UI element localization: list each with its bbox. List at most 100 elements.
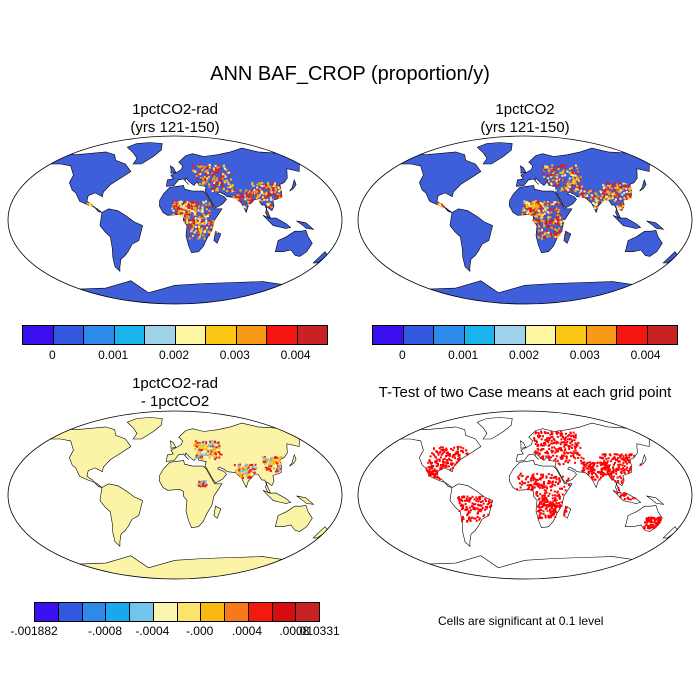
colorbar-swatch <box>201 603 225 621</box>
land-uk <box>520 440 527 449</box>
colorbar-swatch <box>225 603 249 621</box>
colorbar-swatch <box>236 326 267 344</box>
land-nz <box>662 526 679 539</box>
map-border <box>7 135 343 305</box>
colorbar-swatch <box>175 326 206 344</box>
colorbar-swatch <box>130 603 154 621</box>
colorbar-tick-label: -.001882 <box>10 624 58 638</box>
land-madagascar <box>213 230 222 244</box>
colorbar-tick-label: -.0004 <box>135 624 170 638</box>
colorbar-diff <box>34 602 320 622</box>
map-border <box>357 410 693 580</box>
colorbar-diff-ticks: -.001882 -.0008 -.0004 -.000 .0004 .0008.0103… <box>10 624 339 640</box>
land-indonesia <box>262 215 292 229</box>
colorbar-swatch <box>296 603 319 621</box>
grid-cells <box>86 164 283 240</box>
colorbar-swatch <box>267 326 298 344</box>
colorbar-tick-label: 0 <box>49 348 56 362</box>
panel-2-title-line2: (yrs 121-150) <box>480 119 570 136</box>
land-indonesia <box>262 490 292 504</box>
land-greenland <box>476 142 513 165</box>
colorbar-tick-label: 0.003 <box>219 348 250 362</box>
colorbar-swatch <box>464 326 495 344</box>
colorbar-swatch <box>114 326 145 344</box>
colorbar-top-left-ticks: 0 0.001 0.002 0.003 0.004 <box>22 348 326 364</box>
land-japan <box>639 179 647 192</box>
colorbar-tick-label: 0.001 <box>448 348 479 362</box>
colorbar-swatch <box>617 326 648 344</box>
map-border <box>7 410 343 580</box>
panel-4-title: T-Test of two Case means at each grid po… <box>350 384 700 402</box>
colorbar-swatch <box>206 326 237 344</box>
panel-3-title-line2: - 1pctCO2 <box>140 393 210 410</box>
colorbar-swatch <box>177 603 202 621</box>
colorbar-swatch <box>403 326 434 344</box>
colorbar-swatch <box>53 326 84 344</box>
grid-cells <box>193 440 283 488</box>
land-northAmerica <box>48 151 132 213</box>
colorbar-swatch <box>272 603 297 621</box>
colorbar-tick-label: 0 <box>399 348 406 362</box>
land-newguinea <box>296 220 315 230</box>
land-northAmerica <box>398 151 482 213</box>
colorbar-tick-label: 0.004 <box>280 348 311 362</box>
land-uk <box>170 440 177 449</box>
colorbar-tick-label: .010331 <box>296 624 340 638</box>
colorbar-tick-label: 0.004 <box>630 348 661 362</box>
land-japan <box>289 454 297 467</box>
map-panel-2 <box>357 135 693 305</box>
colorbar-swatch <box>495 326 526 344</box>
colorbar-swatch <box>373 326 404 344</box>
colorbar-swatch <box>145 326 176 344</box>
colorbar-swatch <box>647 326 677 344</box>
land-australia <box>624 229 663 257</box>
panel-4-title-line1: T-Test of two Case means at each grid po… <box>378 384 672 401</box>
grid-cells <box>436 164 633 240</box>
colorbar-swatch <box>556 326 587 344</box>
colorbar-swatch <box>106 603 130 621</box>
colorbar-top-left <box>22 325 328 345</box>
land-southAmerica <box>99 208 143 272</box>
panel-3-title: 1pctCO2-rad - 1pctCO2 <box>5 375 345 411</box>
land-australia <box>274 504 313 532</box>
land-uk <box>170 165 177 174</box>
colorbar-top-right <box>372 325 678 345</box>
land-indonesia <box>612 215 642 229</box>
colorbar-top-right-ticks: 0 0.001 0.002 0.003 0.004 <box>372 348 676 364</box>
colorbar-swatch <box>84 326 115 344</box>
panel-1-title-line1: 1pctCO2-rad <box>132 101 218 118</box>
land-nz <box>312 251 329 264</box>
colorbar-swatch <box>248 603 273 621</box>
colorbar-tick-label: 0.001 <box>98 348 129 362</box>
colorbar-swatch <box>586 326 617 344</box>
land-southAmerica <box>99 483 143 547</box>
map-panel-1 <box>7 135 343 305</box>
colorbar-swatch <box>297 326 327 344</box>
land-newguinea <box>296 495 315 505</box>
colorbar-tick-label: .0008 <box>279 624 310 638</box>
land-greenland <box>126 417 163 440</box>
colorbar-swatch <box>58 603 83 621</box>
land-greenland <box>126 142 163 165</box>
panel-2-title-line1: 1pctCO2 <box>495 101 555 118</box>
land-nz <box>662 251 679 264</box>
colorbar-swatch <box>23 326 54 344</box>
colorbar-swatch <box>434 326 465 344</box>
land-australia <box>274 229 313 257</box>
colorbar-tick-label: 0.003 <box>569 348 600 362</box>
map-border <box>357 135 693 305</box>
colorbar-swatch <box>82 603 107 621</box>
colorbar-tick-label: -.000 <box>185 624 214 638</box>
panel-1-title: 1pctCO2-rad (yrs 121-150) <box>5 101 345 137</box>
land-uk <box>520 165 527 174</box>
land-nz <box>312 526 329 539</box>
colorbar-tick-label: .0004 <box>231 624 263 638</box>
colorbar-tick-label: 0.002 <box>508 348 540 362</box>
land-newguinea <box>646 495 665 505</box>
land-japan <box>289 179 297 192</box>
figure-title: ANN BAF_CROP (proportion/y) <box>210 63 490 85</box>
map-panel-3 <box>7 410 343 580</box>
colorbar-swatch <box>35 603 59 621</box>
colorbar-swatch <box>153 603 178 621</box>
land-madagascar <box>213 505 222 519</box>
